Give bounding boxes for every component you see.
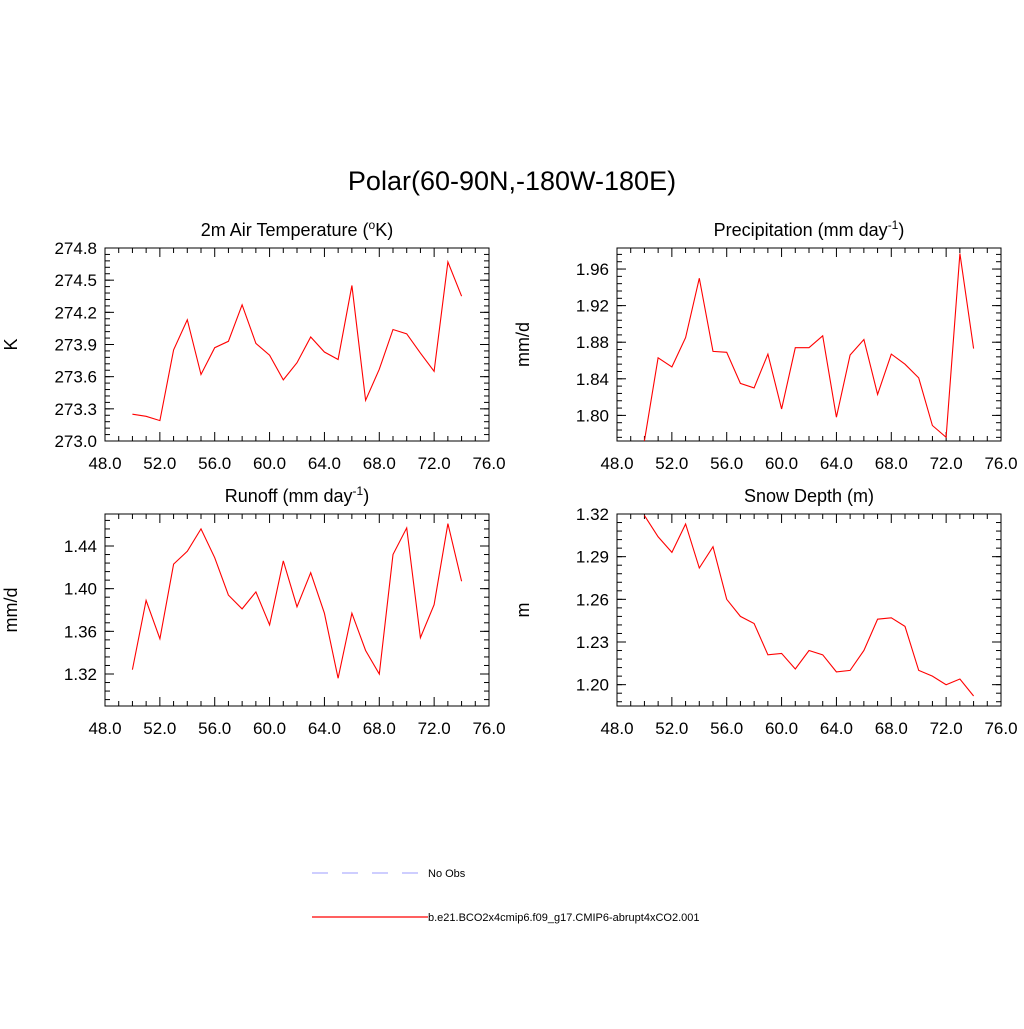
legend-model-label: b.e21.BCO2x4cmip6.f09_g17.CMIP6-abrupt4x… (428, 912, 700, 924)
plot-frame (104, 247, 490, 442)
x-tick-label: 60.0 (765, 454, 798, 473)
x-tick-label: 64.0 (308, 454, 341, 473)
plot-frame (616, 247, 1002, 442)
panel-title-text: 2m Air Temperature ( (201, 220, 369, 240)
x-tick-label: 64.0 (820, 454, 853, 473)
panel-title-superscript: -1 (353, 484, 364, 498)
x-tick-label: 56.0 (198, 719, 231, 738)
y-tick-label: 1.32 (64, 665, 97, 684)
y-tick-label: 1.92 (576, 297, 609, 316)
x-tick-label: 72.0 (930, 454, 963, 473)
y-axis-label: m (513, 603, 533, 618)
y-axis-label: mm/d (1, 588, 21, 633)
panel-title-text: Runoff (mm day (225, 486, 353, 506)
y-tick-label: 274.5 (54, 271, 97, 290)
x-tick-label: 52.0 (143, 719, 176, 738)
y-tick-label: 1.80 (576, 406, 609, 425)
y-tick-label: 1.84 (576, 370, 609, 389)
y-tick-label: 273.6 (54, 368, 97, 387)
x-tick-label: 52.0 (143, 454, 176, 473)
plot-frame (616, 513, 1002, 707)
panel-title-text: Precipitation (mm day (714, 220, 888, 240)
y-tick-label: 1.96 (576, 260, 609, 279)
x-tick-label: 56.0 (710, 719, 743, 738)
chart-panel-1: 2m Air Temperature (oK) K 48.0 52.0 56.0 60.0… (1, 218, 506, 473)
chart-panel-2: Precipitation (mm day-1) mm/d 48.0 52.0 56.0… (513, 218, 1018, 473)
x-tick-label: 48.0 (600, 454, 633, 473)
x-tick-label: 56.0 (198, 454, 231, 473)
panel-title: Precipitation (mm day-1) (714, 218, 905, 240)
x-tick-label: 68.0 (363, 454, 396, 473)
panel-title: 2m Air Temperature (oK) (201, 218, 393, 240)
x-tick-label: 48.0 (600, 719, 633, 738)
y-tick-label: 273.0 (54, 432, 97, 451)
x-tick-label: 64.0 (820, 719, 853, 738)
chart-panel-4: Snow Depth (m) m 48.0 52.0 56.0 60.0 64.0 68.0 7… (513, 486, 1018, 738)
chart-panel-3: Runoff (mm day-1) mm/d 48.0 52.0 56.0 60.0 64.… (1, 484, 506, 738)
y-tick-label: 1.20 (576, 676, 609, 695)
x-tick-label: 72.0 (418, 454, 451, 473)
x-tick-label: 52.0 (655, 454, 688, 473)
x-tick-label: 76.0 (472, 454, 505, 473)
legend-obs-label: No Obs (428, 868, 466, 880)
y-tick-label: 1.29 (576, 548, 609, 567)
panel-title-tail: ) (363, 486, 369, 506)
series-line (643, 515, 975, 697)
x-tick-label: 60.0 (253, 719, 286, 738)
panel-title: Snow Depth (m) (744, 486, 874, 506)
x-tick-label: 60.0 (253, 454, 286, 473)
series-line (132, 259, 463, 422)
figure-title: Polar(60-90N,-180W-180E) (347, 166, 677, 196)
panel-title-superscript: -1 (888, 218, 899, 232)
y-tick-label: 273.9 (54, 336, 97, 355)
y-tick-label: 1.44 (64, 537, 97, 556)
y-tick-label: 1.40 (64, 580, 97, 599)
x-tick-label: 76.0 (984, 454, 1017, 473)
x-tick-label: 72.0 (418, 719, 451, 738)
panel-title: Runoff (mm day-1) (225, 484, 369, 506)
y-tick-label: 1.23 (576, 633, 609, 652)
panel-title-tail: K) (375, 220, 393, 240)
y-tick-label: 1.32 (576, 505, 609, 524)
x-tick-label: 64.0 (308, 719, 341, 738)
x-tick-label: 72.0 (930, 719, 963, 738)
x-tick-label: 68.0 (875, 454, 908, 473)
panel-title-text: Snow Depth (m) (744, 486, 874, 506)
x-tick-label: 48.0 (88, 719, 121, 738)
x-tick-label: 48.0 (88, 454, 121, 473)
panel-title-superscript: o (369, 218, 376, 232)
x-tick-label: 76.0 (984, 719, 1017, 738)
x-tick-label: 76.0 (472, 719, 505, 738)
y-tick-label: 273.3 (54, 400, 97, 419)
x-tick-label: 56.0 (710, 454, 743, 473)
x-tick-label: 68.0 (875, 719, 908, 738)
series-line (643, 253, 975, 441)
panel-title-tail: ) (898, 220, 904, 240)
x-tick-label: 60.0 (765, 719, 798, 738)
x-tick-label: 68.0 (363, 719, 396, 738)
y-tick-label: 274.8 (54, 239, 97, 258)
y-axis-label: K (1, 338, 21, 350)
y-axis-label: mm/d (513, 322, 533, 367)
x-tick-label: 52.0 (655, 719, 688, 738)
y-tick-label: 1.26 (576, 590, 609, 609)
y-tick-label: 1.36 (64, 622, 97, 641)
legend: No Obs b.e21.BCO2x4cmip6.f09_g17.CMIP6-ab… (312, 868, 700, 924)
y-tick-label: 1.88 (576, 333, 609, 352)
y-tick-label: 274.2 (54, 303, 97, 322)
series-line (131, 523, 463, 679)
